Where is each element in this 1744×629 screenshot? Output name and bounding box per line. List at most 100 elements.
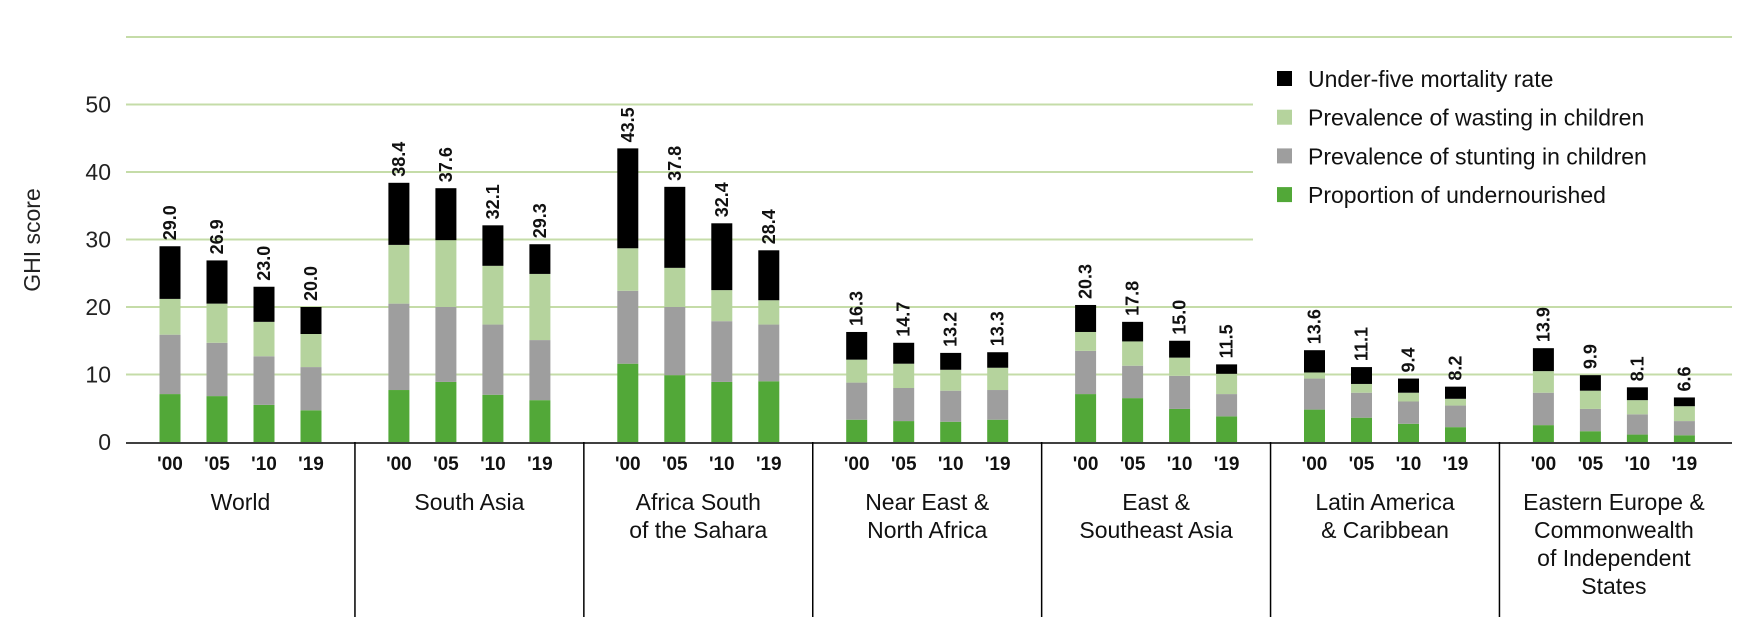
bar-segment	[1626, 387, 1648, 401]
bar-segment	[758, 381, 780, 442]
bar-segment	[758, 250, 780, 301]
value-label: 37.6	[436, 147, 456, 182]
value-label: 14.7	[894, 302, 914, 337]
year-label: '10	[709, 454, 735, 475]
legend-swatch	[1277, 187, 1292, 203]
bar-segment	[206, 396, 228, 442]
group-label: World	[211, 489, 271, 515]
bar-segment	[846, 382, 868, 420]
bar-segment	[482, 394, 504, 442]
group-label: Africa South	[636, 489, 761, 515]
bar-segment	[893, 363, 915, 388]
year-label: '00	[1531, 454, 1557, 475]
bar-segment	[664, 186, 686, 268]
bar-group: 13.6 11.1 9.4 8.2	[1304, 309, 1466, 442]
bar-segment	[758, 324, 780, 382]
y-tick-label: 0	[98, 429, 111, 455]
group-label: South Asia	[414, 489, 524, 515]
bar-segment	[1075, 331, 1097, 351]
bar-group: 16.3 14.7 13.2 13.3	[846, 291, 1009, 442]
bar-segment	[664, 307, 686, 376]
year-label: '19	[1672, 454, 1698, 475]
bar-segment	[1169, 375, 1191, 409]
year-label: '05	[1349, 454, 1375, 475]
bar-segment	[1445, 405, 1466, 428]
group-label: & Caribbean	[1321, 517, 1449, 543]
bar-segment	[617, 148, 639, 249]
bar-segment	[1673, 397, 1695, 407]
year-label: '00	[386, 454, 412, 475]
group-label: Latin America	[1315, 489, 1455, 515]
bar-segment	[529, 244, 551, 274]
value-label: 43.5	[618, 107, 638, 142]
bar-segment	[846, 331, 868, 360]
value-label: 13.6	[1305, 309, 1325, 344]
year-label: '00	[1073, 454, 1099, 475]
bar-segment	[253, 286, 275, 322]
group-label: Commonwealth	[1534, 517, 1694, 543]
bar-segment	[1673, 435, 1695, 442]
value-label: 13.9	[1533, 307, 1553, 342]
bar-segment	[1122, 365, 1144, 399]
bar-segment	[159, 334, 181, 395]
y-tick-label: 20	[85, 294, 111, 320]
bar-segment	[300, 410, 322, 442]
year-label: '05	[433, 454, 459, 475]
bar-segment	[1304, 372, 1325, 379]
bar-segment	[1445, 427, 1466, 442]
value-label: 13.3	[988, 311, 1008, 346]
y-tick-label: 30	[85, 227, 111, 253]
bar-segment	[253, 321, 275, 357]
bar-segment	[529, 340, 551, 401]
bar-segment	[1673, 421, 1695, 436]
bar-segment	[1304, 350, 1325, 373]
bar-segment	[1075, 350, 1097, 395]
year-label: '19	[527, 454, 553, 475]
bar-segment	[1532, 371, 1554, 393]
bar-segment	[846, 419, 868, 442]
bar-segment	[893, 388, 915, 422]
year-label: '00	[615, 454, 641, 475]
bar-segment	[1398, 401, 1419, 424]
bar-segment	[482, 225, 504, 266]
bar-segment	[206, 303, 228, 343]
bar-group: 43.5 37.8 32.4 28.4	[617, 107, 780, 442]
bar-segment	[1075, 394, 1097, 442]
y-tick-label: 50	[85, 92, 111, 118]
year-label: '00	[844, 454, 870, 475]
bar-group: 20.3 17.8 15.0 11.5	[1075, 264, 1238, 442]
value-label: 28.4	[759, 209, 779, 244]
bar-segment	[1351, 392, 1372, 418]
group-label: States	[1581, 573, 1646, 599]
year-label: '00	[1302, 454, 1328, 475]
value-label: 16.3	[847, 291, 867, 326]
bar-segment	[1579, 408, 1601, 432]
legend-swatch	[1277, 109, 1292, 125]
bar-segment	[1122, 321, 1144, 342]
y-axis-label: GHI score	[19, 188, 45, 292]
bar-segment	[1169, 408, 1191, 442]
bar-segment	[1122, 341, 1144, 366]
legend-label: Prevalence of wasting in children	[1308, 105, 1644, 131]
bar-segment	[1075, 304, 1097, 332]
bar-segment	[159, 394, 181, 442]
group-label: of Independent	[1537, 545, 1691, 571]
bar-segment	[1398, 378, 1419, 393]
group-label: North Africa	[867, 517, 987, 543]
bar-segment	[1673, 406, 1695, 422]
value-label: 9.9	[1580, 344, 1600, 369]
value-label: 6.6	[1674, 366, 1694, 391]
year-label: '05	[891, 454, 917, 475]
year-label: '05	[1120, 454, 1146, 475]
year-label: '10	[1167, 454, 1193, 475]
value-label: 11.5	[1217, 324, 1237, 358]
y-axis-ticks: 0 10 20 30 40 50	[85, 92, 111, 456]
bar-segment	[987, 390, 1009, 420]
year-label: '19	[298, 454, 324, 475]
bar-segment	[1351, 367, 1372, 384]
value-label: 29.3	[530, 203, 550, 238]
bar-segment	[159, 246, 181, 299]
bar-segment	[1169, 340, 1191, 358]
value-label: 8.1	[1627, 356, 1647, 381]
legend-label: Proportion of undernourished	[1308, 182, 1606, 208]
